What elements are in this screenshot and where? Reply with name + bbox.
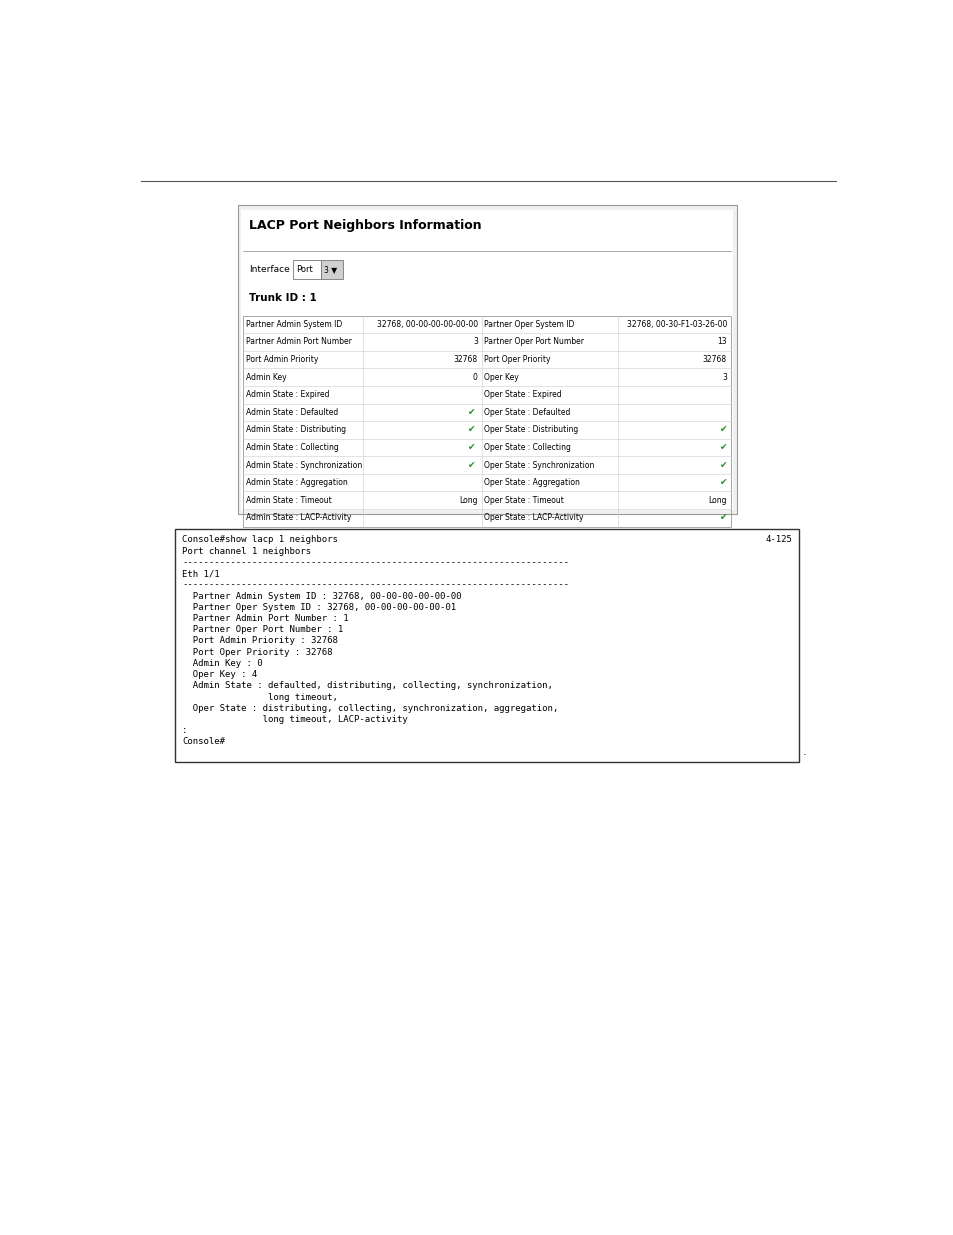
- Text: Oper State : Expired: Oper State : Expired: [484, 390, 561, 399]
- Text: 32768: 32768: [454, 354, 477, 364]
- Text: Partner Oper Port Number: Partner Oper Port Number: [484, 337, 584, 347]
- Text: Port channel 1 neighbors: Port channel 1 neighbors: [182, 547, 311, 556]
- Text: 3: 3: [473, 337, 477, 347]
- Text: long timeout,: long timeout,: [182, 693, 337, 701]
- Text: Partner Admin Port Number : 1: Partner Admin Port Number : 1: [182, 614, 349, 622]
- Text: Partner Oper Port Number : 1: Partner Oper Port Number : 1: [182, 625, 343, 635]
- Text: Oper State : distributing, collecting, synchronization, aggregation,: Oper State : distributing, collecting, s…: [182, 704, 558, 713]
- Text: :: :: [182, 726, 188, 735]
- Text: Admin State : Defaulted: Admin State : Defaulted: [246, 408, 338, 417]
- Text: Port Oper Priority : 32768: Port Oper Priority : 32768: [182, 647, 333, 657]
- Text: Oper State : Collecting: Oper State : Collecting: [484, 443, 571, 452]
- Text: Partner Admin System ID: Partner Admin System ID: [246, 320, 342, 329]
- Text: Oper State : Timeout: Oper State : Timeout: [484, 495, 564, 505]
- Text: Admin State : defaulted, distributing, collecting, synchronization,: Admin State : defaulted, distributing, c…: [182, 682, 553, 690]
- Text: Admin State : Distributing: Admin State : Distributing: [246, 425, 346, 435]
- Text: Admin State : Collecting: Admin State : Collecting: [246, 443, 339, 452]
- Text: long timeout, LACP-activity: long timeout, LACP-activity: [182, 715, 408, 724]
- FancyBboxPatch shape: [293, 261, 321, 279]
- Text: 13: 13: [717, 337, 726, 347]
- Text: Admin State : Timeout: Admin State : Timeout: [246, 495, 332, 505]
- Text: ✔: ✔: [468, 425, 476, 435]
- Text: Admin State : Synchronization: Admin State : Synchronization: [246, 461, 362, 469]
- Text: Port Oper Priority: Port Oper Priority: [484, 354, 551, 364]
- FancyBboxPatch shape: [174, 529, 799, 762]
- Text: ✔: ✔: [468, 408, 476, 417]
- Text: Console#: Console#: [182, 737, 225, 746]
- Text: 3: 3: [721, 373, 726, 382]
- Text: Port: Port: [295, 266, 313, 274]
- Text: ✔: ✔: [719, 461, 726, 469]
- Text: Oper Key: Oper Key: [484, 373, 518, 382]
- Text: Oper State : Defaulted: Oper State : Defaulted: [484, 408, 570, 417]
- Text: Console#show lacp 1 neighbors: Console#show lacp 1 neighbors: [182, 536, 337, 545]
- Text: ✔: ✔: [468, 443, 476, 452]
- Text: ✔: ✔: [719, 443, 726, 452]
- Text: 0: 0: [473, 373, 477, 382]
- Text: Oper State : LACP-Activity: Oper State : LACP-Activity: [484, 514, 583, 522]
- FancyBboxPatch shape: [241, 210, 732, 510]
- Text: 32768, 00-00-00-00-00-00: 32768, 00-00-00-00-00-00: [376, 320, 477, 329]
- Text: 4-125: 4-125: [764, 536, 791, 545]
- Text: Admin Key: Admin Key: [246, 373, 287, 382]
- Text: Admin State : Aggregation: Admin State : Aggregation: [246, 478, 348, 487]
- Text: LACP Port Neighbors Information: LACP Port Neighbors Information: [249, 219, 480, 232]
- Text: 3 ▼: 3 ▼: [324, 266, 336, 274]
- Text: ✔: ✔: [719, 514, 726, 522]
- Text: Trunk ID : 1: Trunk ID : 1: [249, 294, 316, 304]
- Text: Oper Key : 4: Oper Key : 4: [182, 671, 257, 679]
- Text: ------------------------------------------------------------------------: ----------------------------------------…: [182, 558, 569, 567]
- Text: Port Admin Priority : 32768: Port Admin Priority : 32768: [182, 636, 337, 646]
- Text: Partner Admin System ID : 32768, 00-00-00-00-00-00: Partner Admin System ID : 32768, 00-00-0…: [182, 592, 461, 600]
- Text: Partner Admin Port Number: Partner Admin Port Number: [246, 337, 352, 347]
- Text: ✔: ✔: [468, 461, 476, 469]
- Text: 32768, 00-30-F1-03-26-00: 32768, 00-30-F1-03-26-00: [626, 320, 726, 329]
- Text: Admin Key : 0: Admin Key : 0: [182, 659, 262, 668]
- Text: Long: Long: [458, 495, 477, 505]
- Text: Oper State : Distributing: Oper State : Distributing: [484, 425, 578, 435]
- Text: Partner Oper System ID : 32768, 00-00-00-00-00-01: Partner Oper System ID : 32768, 00-00-00…: [182, 603, 456, 611]
- Text: Oper State : Aggregation: Oper State : Aggregation: [484, 478, 579, 487]
- Text: Admin State : Expired: Admin State : Expired: [246, 390, 330, 399]
- Text: 32768: 32768: [702, 354, 726, 364]
- Text: Interface: Interface: [249, 266, 289, 274]
- Text: Oper State : Synchronization: Oper State : Synchronization: [484, 461, 595, 469]
- Text: ------------------------------------------------------------------------: ----------------------------------------…: [182, 580, 569, 589]
- Text: Admin State : LACP-Activity: Admin State : LACP-Activity: [246, 514, 352, 522]
- FancyBboxPatch shape: [237, 205, 736, 514]
- Text: Partner Oper System ID: Partner Oper System ID: [484, 320, 575, 329]
- FancyBboxPatch shape: [321, 261, 343, 279]
- Text: Eth 1/1: Eth 1/1: [182, 569, 219, 578]
- Text: .: .: [802, 747, 806, 757]
- Text: ✔: ✔: [719, 478, 726, 487]
- Text: Long: Long: [708, 495, 726, 505]
- Text: ✔: ✔: [719, 425, 726, 435]
- Text: Port Admin Priority: Port Admin Priority: [246, 354, 318, 364]
